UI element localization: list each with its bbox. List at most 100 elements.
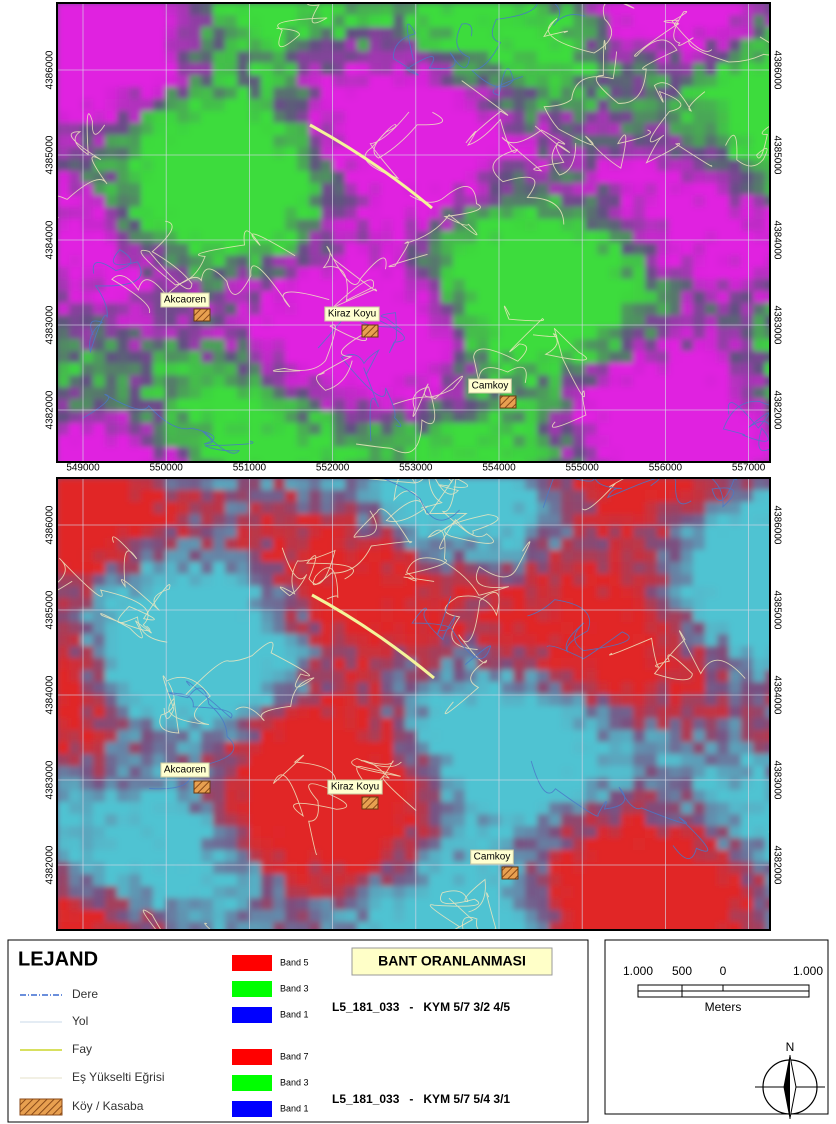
image-cell bbox=[189, 646, 202, 659]
image-cell bbox=[549, 291, 562, 304]
image-cell bbox=[645, 910, 658, 923]
image-cell bbox=[393, 838, 406, 851]
image-cell bbox=[285, 231, 298, 244]
image-cell bbox=[681, 435, 694, 448]
image-cell bbox=[261, 670, 274, 683]
image-cell bbox=[297, 562, 310, 575]
image-cell bbox=[585, 435, 598, 448]
y-tick-label: 4386000 bbox=[771, 506, 782, 545]
image-cell bbox=[633, 147, 646, 160]
image-cell bbox=[681, 219, 694, 232]
image-cell bbox=[477, 267, 490, 280]
ratio-line: L5_181_033 - KYM 5/7 5/4 3/1 bbox=[332, 1092, 510, 1106]
image-cell bbox=[177, 39, 190, 52]
image-cell bbox=[333, 586, 346, 599]
image-cell bbox=[609, 279, 622, 292]
image-cell bbox=[177, 538, 190, 551]
image-cell bbox=[57, 862, 70, 875]
image-cell bbox=[225, 898, 238, 911]
image-cell bbox=[525, 706, 538, 719]
image-cell bbox=[309, 99, 322, 112]
image-cell bbox=[417, 478, 430, 491]
image-cell bbox=[573, 291, 586, 304]
image-cell bbox=[189, 159, 202, 172]
image-cell bbox=[141, 682, 154, 695]
image-cell bbox=[741, 922, 754, 935]
image-cell bbox=[549, 910, 562, 923]
image-cell bbox=[741, 219, 754, 232]
image-cell bbox=[429, 75, 442, 88]
image-cell bbox=[57, 267, 70, 280]
image-cell bbox=[681, 586, 694, 599]
image-cell bbox=[381, 207, 394, 220]
image-cell bbox=[189, 351, 202, 364]
image-cell bbox=[393, 267, 406, 280]
image-cell bbox=[69, 15, 82, 28]
image-cell bbox=[249, 742, 262, 755]
image-cell bbox=[693, 886, 706, 899]
image-cell bbox=[549, 622, 562, 635]
image-cell bbox=[429, 15, 442, 28]
image-cell bbox=[621, 159, 634, 172]
image-cell bbox=[117, 147, 130, 160]
image-cell bbox=[285, 598, 298, 611]
image-cell bbox=[657, 3, 670, 16]
image-cell bbox=[441, 147, 454, 160]
image-cell bbox=[765, 730, 778, 743]
image-cell bbox=[273, 315, 286, 328]
image-cell bbox=[93, 850, 106, 863]
image-cell bbox=[501, 658, 514, 671]
image-cell bbox=[741, 874, 754, 887]
image-cell bbox=[489, 303, 502, 316]
image-cell bbox=[537, 447, 550, 460]
image-cell bbox=[657, 574, 670, 587]
image-cell bbox=[153, 658, 166, 671]
image-cell bbox=[609, 387, 622, 400]
image-cell bbox=[741, 279, 754, 292]
image-cell bbox=[345, 3, 358, 16]
map-frame: 4386000438600043850004385000438400043840… bbox=[20, 0, 820, 474]
image-cell bbox=[729, 39, 742, 52]
image-cell bbox=[297, 351, 310, 364]
image-cell bbox=[501, 922, 514, 935]
image-cell bbox=[645, 27, 658, 40]
image-cell bbox=[309, 634, 322, 647]
image-cell bbox=[225, 375, 238, 388]
image-cell bbox=[273, 63, 286, 76]
image-cell bbox=[489, 171, 502, 184]
image-cell bbox=[237, 622, 250, 635]
image-cell bbox=[513, 99, 526, 112]
image-cell bbox=[213, 478, 226, 491]
image-cell bbox=[153, 15, 166, 28]
image-cell bbox=[225, 207, 238, 220]
image-cell bbox=[357, 586, 370, 599]
band-swatch bbox=[232, 1075, 272, 1091]
image-cell bbox=[597, 682, 610, 695]
image-cell bbox=[69, 550, 82, 563]
image-cell bbox=[573, 51, 586, 64]
image-cell bbox=[237, 802, 250, 815]
image-cell bbox=[357, 411, 370, 424]
image-cell bbox=[645, 754, 658, 767]
image-cell bbox=[381, 790, 394, 803]
image-cell bbox=[165, 526, 178, 539]
image-cell bbox=[477, 838, 490, 851]
image-cell bbox=[465, 802, 478, 815]
image-cell bbox=[357, 694, 370, 707]
image-cell bbox=[225, 219, 238, 232]
image-cell bbox=[393, 315, 406, 328]
image-cell bbox=[177, 435, 190, 448]
image-cell bbox=[261, 862, 274, 875]
image-cell bbox=[309, 327, 322, 340]
image-cell bbox=[621, 51, 634, 64]
image-cell bbox=[201, 63, 214, 76]
image-cell bbox=[357, 39, 370, 52]
image-cell bbox=[165, 478, 178, 491]
image-cell bbox=[201, 478, 214, 491]
image-cell bbox=[477, 742, 490, 755]
image-cell bbox=[393, 658, 406, 671]
image-cell bbox=[177, 279, 190, 292]
image-cell bbox=[705, 766, 718, 779]
image-cell bbox=[237, 339, 250, 352]
image-cell bbox=[225, 790, 238, 803]
